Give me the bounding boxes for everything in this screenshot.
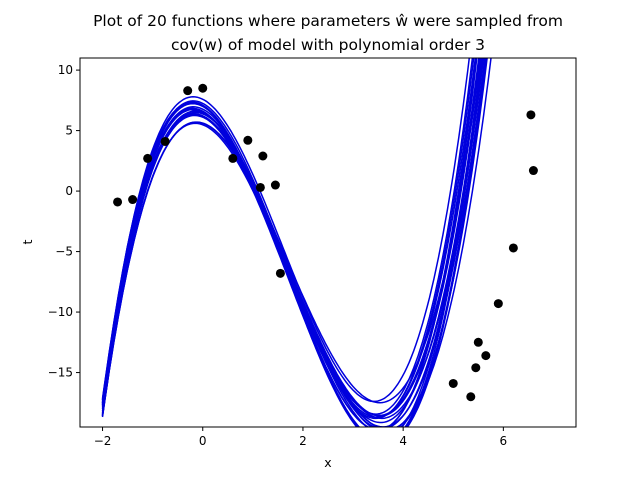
data-point — [228, 153, 238, 163]
data-point — [128, 195, 138, 205]
y-axis: −15 −10 −5 0 5 10 — [48, 63, 80, 380]
y-tick-label: −10 — [48, 305, 73, 319]
data-point — [528, 166, 538, 176]
data-point — [243, 135, 253, 145]
series-line — [101, 58, 474, 415]
data-point — [258, 151, 268, 161]
data-point — [113, 197, 123, 207]
point-group — [113, 83, 538, 402]
data-point — [471, 363, 481, 373]
y-tick-label: 10 — [58, 63, 73, 77]
data-point — [270, 180, 280, 190]
data-point — [160, 136, 170, 146]
x-tick-label: 0 — [199, 434, 207, 448]
y-tick-label: 0 — [65, 184, 73, 198]
y-tick-label: −15 — [48, 366, 73, 380]
x-tick-label: −2 — [94, 434, 112, 448]
data-point — [481, 351, 491, 361]
y-tick-label: −5 — [55, 245, 73, 259]
x-tick-label: 6 — [500, 434, 508, 448]
plot-frame — [79, 57, 577, 428]
series-line — [101, 58, 475, 420]
chart-title-line1: Plot of 20 functions where parameters ŵ … — [93, 12, 563, 30]
y-axis-label: t — [20, 239, 35, 244]
series-line — [101, 58, 481, 417]
data-point — [473, 337, 483, 347]
data-point — [508, 243, 518, 253]
x-tick-label: 2 — [299, 434, 307, 448]
data-point — [183, 86, 193, 96]
data-point — [275, 268, 285, 278]
series-line — [101, 58, 471, 404]
y-tick-label: 5 — [65, 124, 73, 138]
data-point — [143, 153, 153, 163]
data-point — [526, 110, 536, 120]
x-axis-label: x — [324, 455, 331, 470]
data-point — [466, 392, 476, 402]
x-axis: −2 0 2 4 6 — [94, 427, 507, 448]
data-point — [255, 182, 265, 192]
data-point — [493, 299, 503, 309]
data-point — [198, 83, 208, 93]
chart-title-line2: cov(w) of model with polynomial order 3 — [171, 36, 485, 54]
data-point — [448, 378, 458, 388]
x-tick-label: 4 — [399, 434, 407, 448]
curve-group — [101, 58, 492, 427]
